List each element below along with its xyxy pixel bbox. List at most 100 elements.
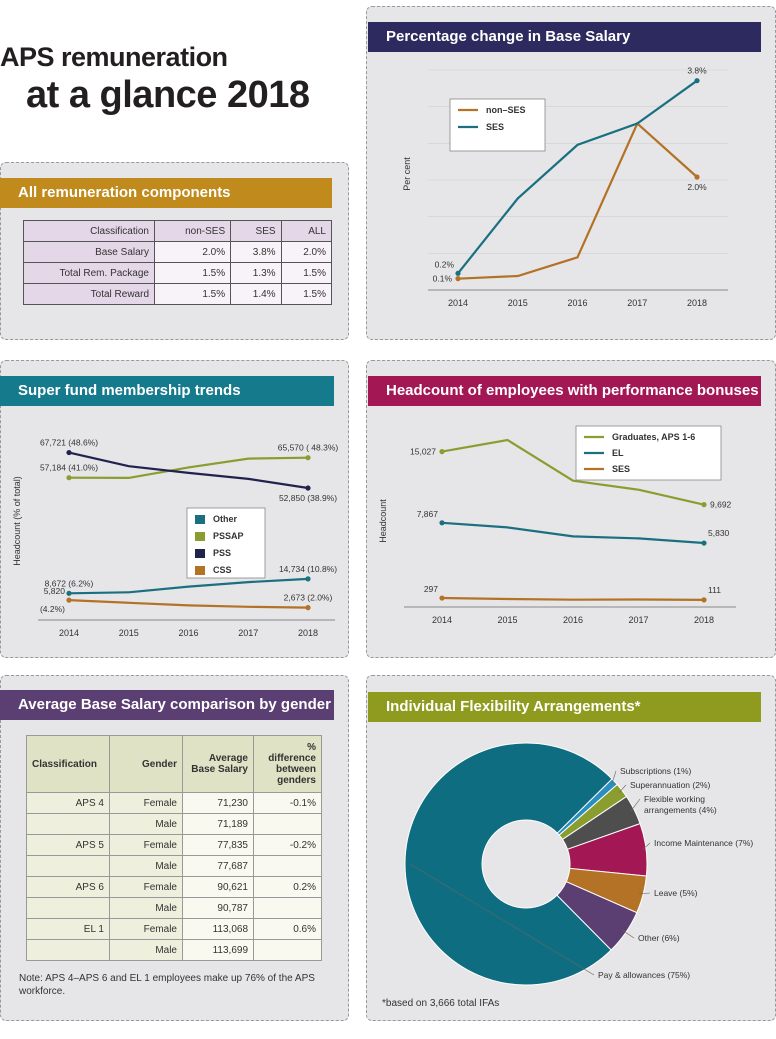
ifa-footnote: *based on 3,666 total IFAs (382, 998, 500, 1009)
data-label: 8,672 (6.2%) (45, 578, 94, 588)
cell-value: 1.4% (230, 283, 282, 305)
table-row: Base Salary 2.0% 3.8% 2.0% (23, 241, 333, 263)
cell-value: -0.1% (253, 792, 322, 814)
cell-value: Female (109, 792, 183, 814)
data-label: (4.2%) (40, 604, 65, 614)
cell-value (26, 855, 110, 877)
x-tick-label: 2016 (178, 628, 198, 638)
cell-value: 71,189 (182, 813, 254, 835)
header-cell: Classification (23, 220, 155, 242)
data-label: 65,570 ( 48.3%) (278, 443, 339, 453)
series-line-0 (68, 577, 309, 595)
legend-label: SES (612, 464, 630, 474)
cell-value: 1.3% (230, 262, 282, 284)
slice-label: arrangements (4%) (644, 805, 717, 815)
cell-value (26, 939, 110, 961)
data-point (305, 576, 311, 582)
cell-value: 113,699 (182, 939, 254, 961)
data-point (66, 475, 72, 481)
cell-value: Male (109, 939, 183, 961)
table-row: APS 6 Female 90,621 0.2% (26, 876, 322, 898)
table-header-row: Classification non-SES SES ALL (23, 220, 333, 242)
cell-value (26, 813, 110, 835)
data-label: 14,734 (10.8%) (279, 564, 337, 574)
slice-label: Superannuation (2%) (630, 780, 711, 790)
table-row: Male 90,787 (26, 897, 322, 919)
data-point (439, 595, 445, 601)
data-point (66, 449, 72, 456)
x-tick-label: 2018 (687, 298, 707, 308)
table-row: EL 1 Female 113,068 0.6% (26, 918, 322, 940)
legend-swatch (195, 549, 205, 558)
base-salary-banner: Percentage change in Base Salary (368, 22, 761, 52)
legend-label: SES (486, 122, 504, 132)
bonus-banner: Headcount of employees with performance … (368, 376, 761, 406)
super-fund-chart: 2014 2015 2016 2017 2018 Headcount (% of tota… (12, 438, 339, 638)
x-tick-label: 2015 (119, 628, 139, 638)
series-line-2 (441, 596, 705, 601)
x-tick-label: 2017 (238, 628, 258, 638)
table-header-row: Classification Gender Average Base Salar… (26, 735, 322, 793)
cell-value: 77,687 (182, 855, 254, 877)
cell-value: 2.0% (280, 241, 333, 263)
cell-value: APS 6 (26, 876, 110, 898)
header-cell: Gender (109, 735, 183, 793)
data-label: 7,867 (417, 509, 439, 519)
x-tick-label: 2015 (497, 615, 517, 625)
header-cell: % difference between genders (253, 735, 322, 793)
table-row: APS 5 Female 77,835 -0.2% (26, 834, 322, 856)
cell-value: APS 5 (26, 834, 110, 856)
x-tick-label: 2016 (567, 298, 587, 308)
data-point (439, 449, 445, 455)
cell-value: 1.5% (153, 262, 232, 284)
header-cell: ALL (280, 220, 333, 242)
table-row: Total Reward 1.5% 1.4% 1.5% (23, 283, 333, 305)
cell-value: 90,621 (182, 876, 254, 898)
cell-value: 90,787 (182, 897, 254, 919)
slice-label: Leave (5%) (654, 888, 698, 898)
data-point (701, 502, 707, 508)
legend-label: Other (213, 514, 238, 524)
data-point (439, 520, 445, 526)
donut-slice (404, 742, 613, 986)
slice-label: Subscriptions (1%) (620, 766, 692, 776)
data-label: 67,721 (48.6%) (40, 438, 98, 448)
gender-table: Classification Gender Average Base Salar… (26, 735, 322, 961)
y-axis-label: Headcount (% of total) (12, 476, 22, 566)
data-point (694, 174, 700, 180)
cell-value: 71,230 (182, 792, 254, 814)
legend-label: CSS (213, 565, 232, 575)
table-row: Total Rem. Package 1.5% 1.3% 1.5% (23, 262, 333, 284)
base-salary-chart: 2014 2015 2016 2017 2018 Per cent 3.8% 2.0% 0.2%… (402, 66, 728, 308)
data-label: 0.1% (433, 274, 453, 284)
legend-swatch (195, 515, 205, 524)
cell-value: 1.5% (280, 283, 333, 305)
legend-label: EL (612, 448, 624, 458)
cell-value (253, 813, 322, 835)
bonus-panel (366, 360, 776, 658)
table-row: Male 71,189 (26, 813, 322, 835)
x-tick-label: 2017 (627, 298, 647, 308)
cell-value: Male (109, 813, 183, 835)
legend-box (449, 98, 546, 152)
base-salary-panel (366, 6, 776, 340)
data-label: 9,692 (710, 500, 732, 510)
ifa-donut-chart: Subscriptions (1%) Superannuation (2%) Fle… (404, 742, 753, 986)
data-point (66, 597, 72, 603)
data-label: 3.8% (687, 66, 707, 76)
cell-value: EL 1 (26, 918, 110, 940)
data-point (701, 597, 707, 603)
data-label: 111 (708, 585, 721, 595)
cell-value: 113,068 (182, 918, 254, 940)
data-point (305, 455, 311, 461)
gender-note: Note: APS 4–APS 6 and EL 1 employees mak… (19, 973, 315, 997)
page-title-line2: at a glance 2018 (26, 74, 310, 116)
data-label: 57,184 (41.0%) (40, 463, 98, 473)
table-row: Male 77,687 (26, 855, 322, 877)
legend-label: Graduates, APS 1-6 (612, 432, 695, 442)
super-banner: Super fund membership trends (0, 376, 334, 406)
table-row: APS 4 Female 71,230 -0.1% (26, 792, 322, 814)
data-point (305, 605, 311, 611)
x-tick-label: 2017 (628, 615, 648, 625)
cell-value: 0.2% (253, 876, 322, 898)
